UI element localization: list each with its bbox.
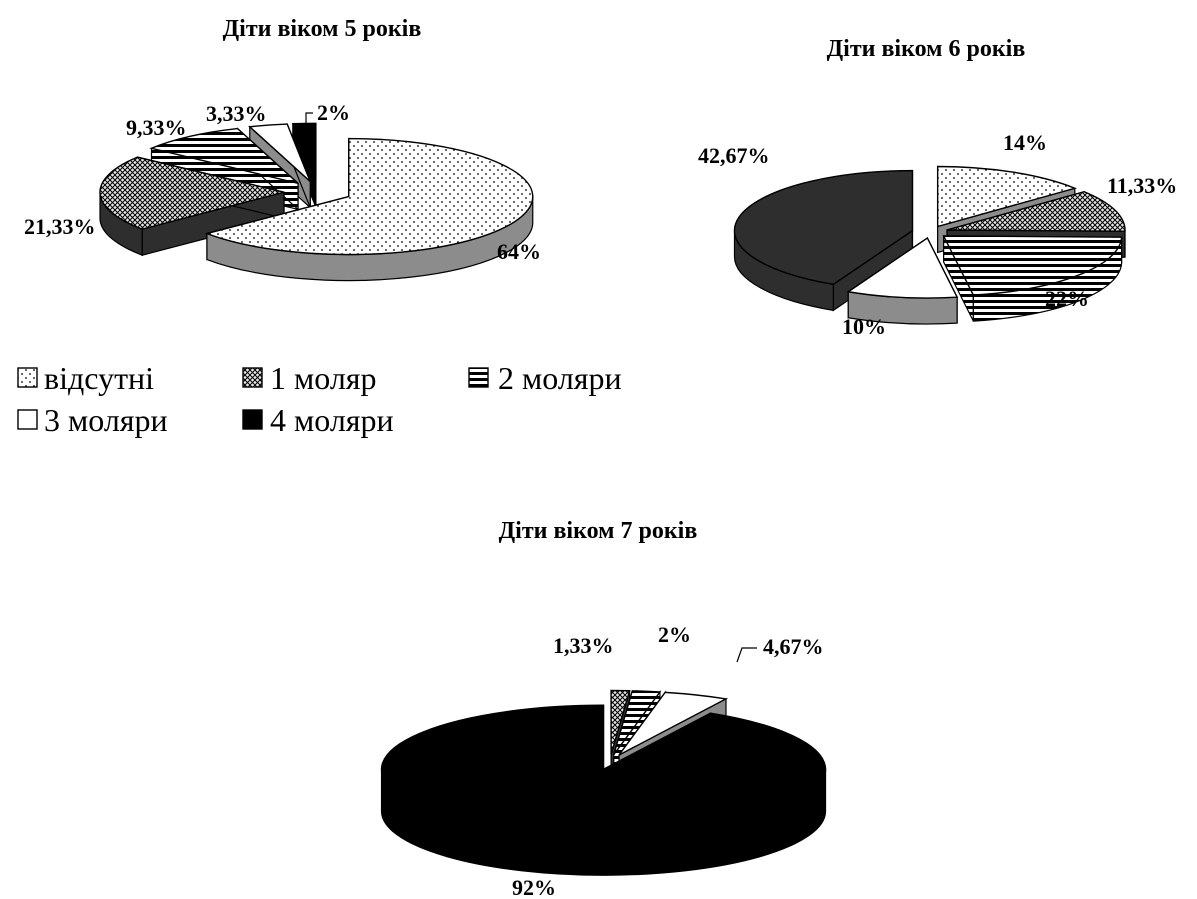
data-label-5-four-molars: 2% [317,100,350,125]
leader-line-5-four-molars [305,112,313,134]
slice-top [380,704,827,834]
pie-slice-5-none [204,137,534,282]
data-label-5-one-molar: 21,33% [24,214,96,239]
pie-chart-age-6 [733,165,1126,325]
data-label-5-none: 64% [497,239,541,264]
data-label-6-four-molars: 42,67% [698,143,770,168]
legend-item-one-molar: 1 моляр [242,360,377,396]
chart-title-7: Діти віком 7 років [499,518,698,544]
slice-top [618,691,729,756]
legend-label-three-molars: 3 моляри [44,402,168,438]
slice-top [248,123,311,183]
legend-item-none: відсутні [17,360,154,396]
slice-top [942,235,1123,296]
leader-lines [305,112,757,663]
data-label-6-one-molar: 11,33% [1107,173,1177,198]
legend-item-three-molars: 3 моляри [17,402,168,438]
pie-chart-age-5 [99,122,534,282]
pie-slice-7-four-molars [380,704,827,876]
legend-swatch-black [242,409,263,430]
data-label-7-two-molars: 2% [658,622,691,647]
legend-label-two-molars: 2 моляри [498,360,622,396]
data-label-6-two-molars: 22% [1045,286,1089,311]
legend-label-four-molars: 4 моляри [270,402,394,438]
slice-top [291,122,317,182]
legend-swatch-cross [242,367,263,388]
legend-item-four-molars: 4 моляри [242,402,394,438]
pie-slice-6-two-molars [942,235,1123,322]
data-label-5-two-molars: 9,33% [126,115,187,140]
pie-chart-age-7 [380,689,827,876]
data-label-5-three-molars: 3,33% [206,101,267,126]
legend-label-one-molar: 1 моляр [270,360,377,396]
slice-top [846,236,959,299]
slice-top [99,156,285,230]
legend-swatch-hlines [468,367,489,388]
slice-top [610,689,631,755]
legend: відсутні 1 моляр 2 моляри 3 моляри 4 мол… [17,360,622,438]
slice-top [946,191,1126,232]
legend-swatch-white [17,409,38,430]
slice-top [149,127,299,185]
data-label-7-three-molars: 4,67% [763,634,824,659]
chart-title-5: Діти віком 5 років [223,16,422,42]
data-label-6-three-molars: 10% [842,314,886,339]
legend-label-none: відсутні [44,360,154,396]
data-label-7-one-molar: 1,33% [553,633,614,658]
slice-top [204,137,534,256]
data-label-7-four-molars: 92% [512,875,556,899]
leader-line-7-three-molars [736,647,757,663]
legend-swatch-dots [17,367,38,388]
slice-top [613,690,662,756]
slice-top [733,169,914,286]
pie-slice-6-three-molars [846,236,959,325]
data-label-6-none: 14% [1003,130,1047,155]
slice-top [936,165,1077,228]
chart-title-6: Діти віком 6 років [827,36,1026,62]
legend-item-two-molars: 2 моляри [468,360,622,396]
pie-slice-5-one-molar [99,156,285,257]
